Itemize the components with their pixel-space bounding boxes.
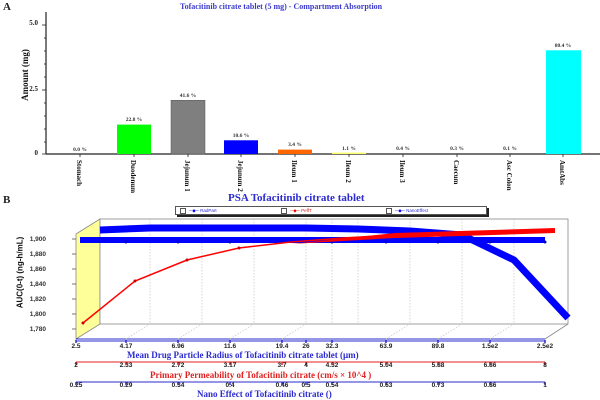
- x-tick-radius: 63.9: [379, 343, 393, 350]
- x-tick-radius: 11.6: [223, 343, 237, 350]
- category-label: Jejunum 2: [236, 160, 244, 192]
- category-label: Caecum: [452, 160, 460, 185]
- category-label: Stomach: [75, 160, 83, 187]
- y-tick: 2.5: [29, 85, 38, 93]
- x-tick-radius: 26: [302, 343, 310, 350]
- x-tick-permeability: 2.33: [119, 362, 133, 369]
- y-tick: 1,900: [29, 236, 46, 243]
- bar-label: 41.6 %: [179, 93, 197, 99]
- y-tick: 1,820: [29, 296, 46, 303]
- category-label: Duodenum: [129, 160, 137, 194]
- panel-b-title: PSA Tofacitinib citrate tablet: [228, 192, 365, 204]
- legend: ─◆─ RadPart ─◆─ PeffT ─◆─ NanoEffect: [175, 206, 487, 215]
- category-label: AmtAbs: [558, 160, 566, 185]
- x-axis-label-nano: Nano Effect of Tofacitinib citrate (): [197, 389, 332, 399]
- x-tick-nano: 0.4: [225, 382, 235, 389]
- panel-a-bar-chart: [42, 12, 600, 157]
- x-axis-label-permeability: Primary Permeability of Tofacitinib citr…: [150, 370, 372, 380]
- panel-a-label: A: [3, 1, 11, 13]
- x-tick-nano: 0.34: [171, 382, 185, 389]
- bar-jejunum-2: [224, 140, 258, 154]
- category-label: Ileum 3: [398, 160, 406, 183]
- panel-b-label: B: [3, 194, 11, 206]
- x-tick-radius: 4.17: [119, 343, 133, 350]
- bar-label: 0.4 %: [396, 146, 410, 152]
- category-label: Jejunum 1: [183, 160, 191, 192]
- x-tick-nano: 0.5: [301, 382, 311, 389]
- x-tick-nano: 0.46: [275, 382, 289, 389]
- x-tick-radius: 2.5: [71, 343, 81, 350]
- y-tick: 0: [34, 149, 39, 157]
- legend-item-nanoeffect[interactable]: ─◆─ NanoEffect: [386, 207, 428, 214]
- x-tick-nano: 0.29: [119, 382, 133, 389]
- category-label: Ileum 2: [344, 160, 352, 183]
- x-tick-nano: 0.86: [483, 382, 497, 389]
- x-tick-permeability: 3.17: [223, 362, 237, 369]
- bar-label: 0.0 %: [73, 147, 87, 153]
- bar-label: 3.4 %: [288, 142, 302, 148]
- x-tick-radius: 32.3: [325, 343, 339, 350]
- y-tick: 5.0: [29, 19, 38, 27]
- bar-label: 1.1 %: [342, 146, 356, 152]
- bar-label: 0.3 %: [450, 146, 464, 152]
- legend-checkbox[interactable]: [386, 207, 392, 214]
- bar-ileum-2: [332, 152, 366, 154]
- y-tick: 1,800: [29, 311, 46, 318]
- bar-amtabs: [546, 50, 581, 154]
- x-tick-permeability: 8: [543, 362, 547, 369]
- panel-b-line-chart: [72, 218, 571, 385]
- y-tick: 1,780: [29, 326, 46, 333]
- x-tick-permeability: 2: [74, 362, 78, 369]
- x-tick-radius: 2.5e2: [536, 343, 554, 350]
- x-tick-permeability: 5.88: [431, 362, 445, 369]
- y-tick: 1,840: [29, 281, 46, 288]
- x-tick-permeability: 4: [304, 362, 308, 369]
- bar-label: 80.4 %: [554, 43, 572, 49]
- panel-a-title: Tofacitinib citrate tablet (5 mg) - Comp…: [180, 2, 383, 11]
- legend-item-pefft[interactable]: ─◆─ PeffT: [281, 207, 312, 214]
- x-axis-label-radius: Mean Drug Particle Radius of Tofacitinib…: [127, 350, 359, 360]
- y-tick: 1,860: [29, 266, 46, 273]
- x-tick-radius: 6.96: [171, 343, 185, 350]
- bar-jejunum-1: [170, 100, 206, 155]
- x-tick-nano: 0.54: [325, 382, 339, 389]
- category-label: Asc Colon: [505, 160, 513, 191]
- series-nanoeffect: [99, 224, 571, 321]
- bar-label: 10.6 %: [232, 133, 250, 139]
- x-tick-nano: 0.73: [431, 382, 445, 389]
- x-tick-nano: 0.63: [379, 382, 393, 389]
- y-tick: 1,880: [29, 251, 46, 258]
- x-tick-nano: 0.25: [69, 382, 83, 389]
- x-tick-radius: 1.5e2: [481, 343, 499, 350]
- x-tick-nano: 1: [543, 382, 547, 389]
- x-tick-permeability: 4.32: [325, 362, 339, 369]
- bar-label: 0.1 %: [503, 146, 517, 152]
- bar-ileum-1: [278, 149, 312, 154]
- x-tick-radius: 89.8: [431, 343, 445, 350]
- bar-duodenum: [117, 124, 151, 154]
- x-tick-radius: 19.4: [275, 343, 289, 350]
- legend-checkbox[interactable]: [180, 207, 186, 214]
- x-tick-permeability: 6.86: [483, 362, 497, 369]
- bar-label: 22.8 %: [125, 117, 143, 123]
- x-tick-permeability: 2.72: [171, 362, 185, 369]
- legend-checkbox[interactable]: [281, 207, 287, 214]
- x-tick-permeability: 3.7: [277, 362, 287, 369]
- category-label: Ileum 1: [290, 160, 298, 183]
- legend-item-radpart[interactable]: ─◆─ RadPart: [180, 207, 217, 214]
- x-tick-permeability: 5.04: [379, 362, 393, 369]
